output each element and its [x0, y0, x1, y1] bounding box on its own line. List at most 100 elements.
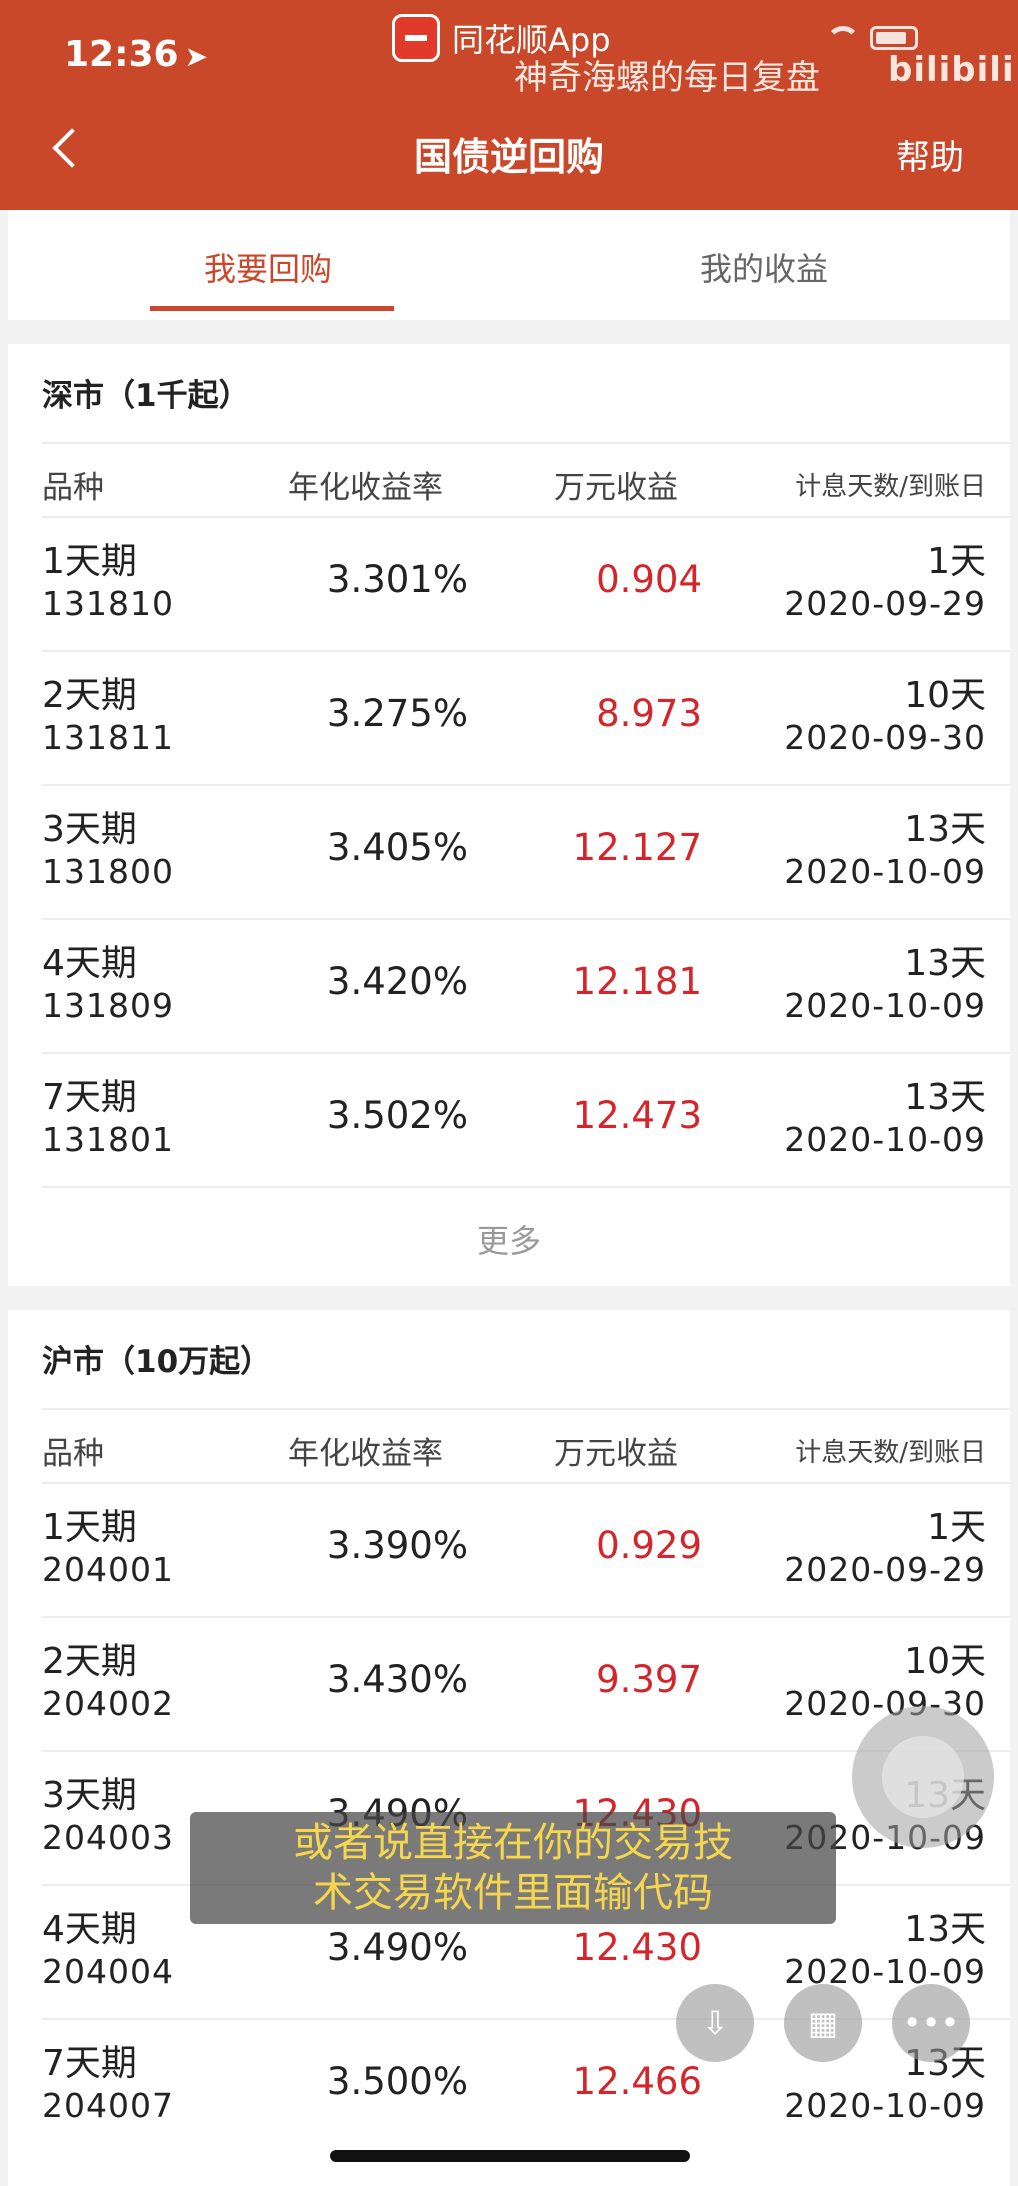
income-per-10k: 12.473 — [572, 1094, 702, 1137]
term: 2天期 — [42, 675, 137, 716]
code: 131801 — [42, 1120, 174, 1159]
video-watermark: 神奇海螺的每日复盘 — [514, 58, 820, 98]
annual-rate: 3.405% — [326, 826, 468, 869]
table-row[interactable]: 7天期 204007 3.500% 12.466 13天 2020-10-09 — [8, 2020, 1010, 2154]
term: 3天期 — [42, 809, 137, 850]
row-divider — [42, 1186, 1010, 1188]
interest-days: 13天 — [904, 809, 986, 850]
interest-days: 1天 — [927, 1507, 986, 1548]
col-head-income: 万元收益 — [554, 1436, 678, 1472]
settle-date: 2020-10-09 — [784, 2086, 986, 2125]
battery-icon — [870, 26, 918, 50]
annual-rate: 3.390% — [326, 1524, 468, 1567]
interest-days: 10天 — [904, 1641, 986, 1682]
download-icon[interactable]: ⇩ — [676, 1984, 754, 2062]
tab-bar: 我要回购 我的收益 — [8, 210, 1010, 320]
section-divider — [42, 1408, 1010, 1410]
income-per-10k: 9.397 — [596, 1658, 702, 1701]
interest-days: 1天 — [927, 541, 986, 582]
table-row[interactable]: 4天期 204004 3.490% 12.430 13天 2020-10-09 — [8, 1886, 1010, 2020]
income-per-10k: 12.430 — [572, 1926, 702, 1969]
location-arrow-icon: ➤ — [184, 40, 209, 73]
settle-date: 2020-10-09 — [784, 986, 986, 1025]
row-divider — [42, 650, 1010, 652]
bilibili-logo: bilibili — [888, 50, 1015, 90]
annual-rate: 3.500% — [326, 2060, 468, 2103]
table-row[interactable]: 2天期 204002 3.430% 9.397 10天 2020-09-30 — [8, 1618, 1010, 1752]
col-head-variety: 品种 — [42, 1436, 104, 1472]
row-divider — [42, 1052, 1010, 1054]
sz-section-title: 深市（1千起） — [42, 378, 250, 414]
table-row[interactable]: 1天期 131810 3.301% 0.904 1天 2020-09-29 — [8, 518, 1010, 652]
term: 1天期 — [42, 1507, 137, 1548]
help-button[interactable]: 帮助 — [896, 138, 964, 178]
row-divider — [42, 1750, 1010, 1752]
code: 204001 — [42, 1550, 174, 1589]
settle-date: 2020-10-09 — [784, 1120, 986, 1159]
col-head-variety: 品种 — [42, 470, 104, 506]
annual-rate: 3.275% — [326, 692, 468, 735]
table-row[interactable]: 4天期 131809 3.420% 12.181 13天 2020-10-09 — [8, 920, 1010, 1054]
code: 204002 — [42, 1684, 174, 1723]
income-per-10k: 0.929 — [596, 1524, 702, 1567]
table-row[interactable]: 3天期 131800 3.405% 12.127 13天 2020-10-09 — [8, 786, 1010, 920]
grid-menu-icon[interactable]: ▦ — [784, 1984, 862, 2062]
code: 204004 — [42, 1952, 174, 1991]
page-title: 国债逆回购 — [413, 135, 604, 179]
header-divider — [42, 516, 1010, 518]
term: 7天期 — [42, 2043, 137, 2084]
more-button[interactable]: 更多 — [476, 1222, 541, 1260]
return-to-app-badge[interactable]: 同花顺App — [392, 14, 611, 62]
interest-days: 13天 — [904, 1077, 986, 1118]
app-logo-icon — [392, 14, 440, 62]
section-divider — [42, 442, 1010, 444]
code: 204007 — [42, 2086, 174, 2125]
table-row[interactable]: 1天期 204001 3.390% 0.929 1天 2020-09-29 — [8, 1484, 1010, 1618]
settle-date: 2020-10-09 — [784, 852, 986, 891]
income-per-10k: 8.973 — [596, 692, 702, 735]
subtitle-line-2: 术交易软件里面输代码 — [313, 1870, 713, 1916]
table-row[interactable]: 2天期 131811 3.275% 8.973 10天 2020-09-30 — [8, 652, 1010, 786]
assistive-touch-button[interactable] — [852, 1706, 994, 1848]
term: 7天期 — [42, 1077, 137, 1118]
table-row[interactable]: 7天期 131801 3.502% 12.473 13天 2020-10-09 — [8, 1054, 1010, 1188]
header-divider — [42, 1482, 1010, 1484]
col-head-income: 万元收益 — [554, 470, 678, 506]
tab-my-earnings[interactable]: 我的收益 — [700, 250, 829, 288]
code: 204003 — [42, 1818, 174, 1857]
settle-date: 2020-09-30 — [784, 718, 986, 757]
wifi-icon — [826, 26, 860, 50]
more-options-icon[interactable]: ••• — [892, 1984, 970, 2062]
annual-rate: 3.420% — [326, 960, 468, 1003]
term: 2天期 — [42, 1641, 137, 1682]
col-head-days: 计息天数/到账日 — [795, 1438, 986, 1468]
code: 131810 — [42, 584, 174, 623]
active-tab-indicator — [150, 306, 394, 311]
income-per-10k: 12.181 — [572, 960, 702, 1003]
term: 3天期 — [42, 1775, 137, 1816]
annual-rate: 3.301% — [326, 558, 468, 601]
col-head-rate: 年化收益率 — [288, 1436, 443, 1472]
code: 131809 — [42, 986, 174, 1025]
income-per-10k: 0.904 — [596, 558, 702, 601]
income-per-10k: 12.466 — [572, 2060, 702, 2103]
subtitle-line-1: 或者说直接在你的交易技 — [293, 1820, 733, 1866]
return-app-name: 同花顺App — [452, 21, 611, 59]
income-per-10k: 12.127 — [572, 826, 702, 869]
tab-repurchase[interactable]: 我要回购 — [204, 250, 333, 288]
interest-days: 10天 — [904, 675, 986, 716]
interest-days: 13天 — [904, 1909, 986, 1950]
annual-rate: 3.502% — [326, 1094, 468, 1137]
sz-market-section: 深市（1千起） 品种 年化收益率 万元收益 计息天数/到账日 1天期 13181… — [8, 344, 1010, 1286]
annual-rate: 3.430% — [326, 1658, 468, 1701]
term: 4天期 — [42, 1909, 137, 1950]
row-divider — [42, 918, 1010, 920]
home-indicator[interactable] — [330, 2150, 690, 2162]
row-divider — [42, 1616, 1010, 1618]
video-subtitle: 或者说直接在你的交易技 术交易软件里面输代码 — [190, 1812, 836, 1924]
term: 1天期 — [42, 541, 137, 582]
code: 131800 — [42, 852, 174, 891]
settle-date: 2020-09-29 — [784, 1550, 986, 1589]
status-time: 12:36 ➤ — [64, 34, 208, 75]
settle-date: 2020-09-29 — [784, 584, 986, 623]
